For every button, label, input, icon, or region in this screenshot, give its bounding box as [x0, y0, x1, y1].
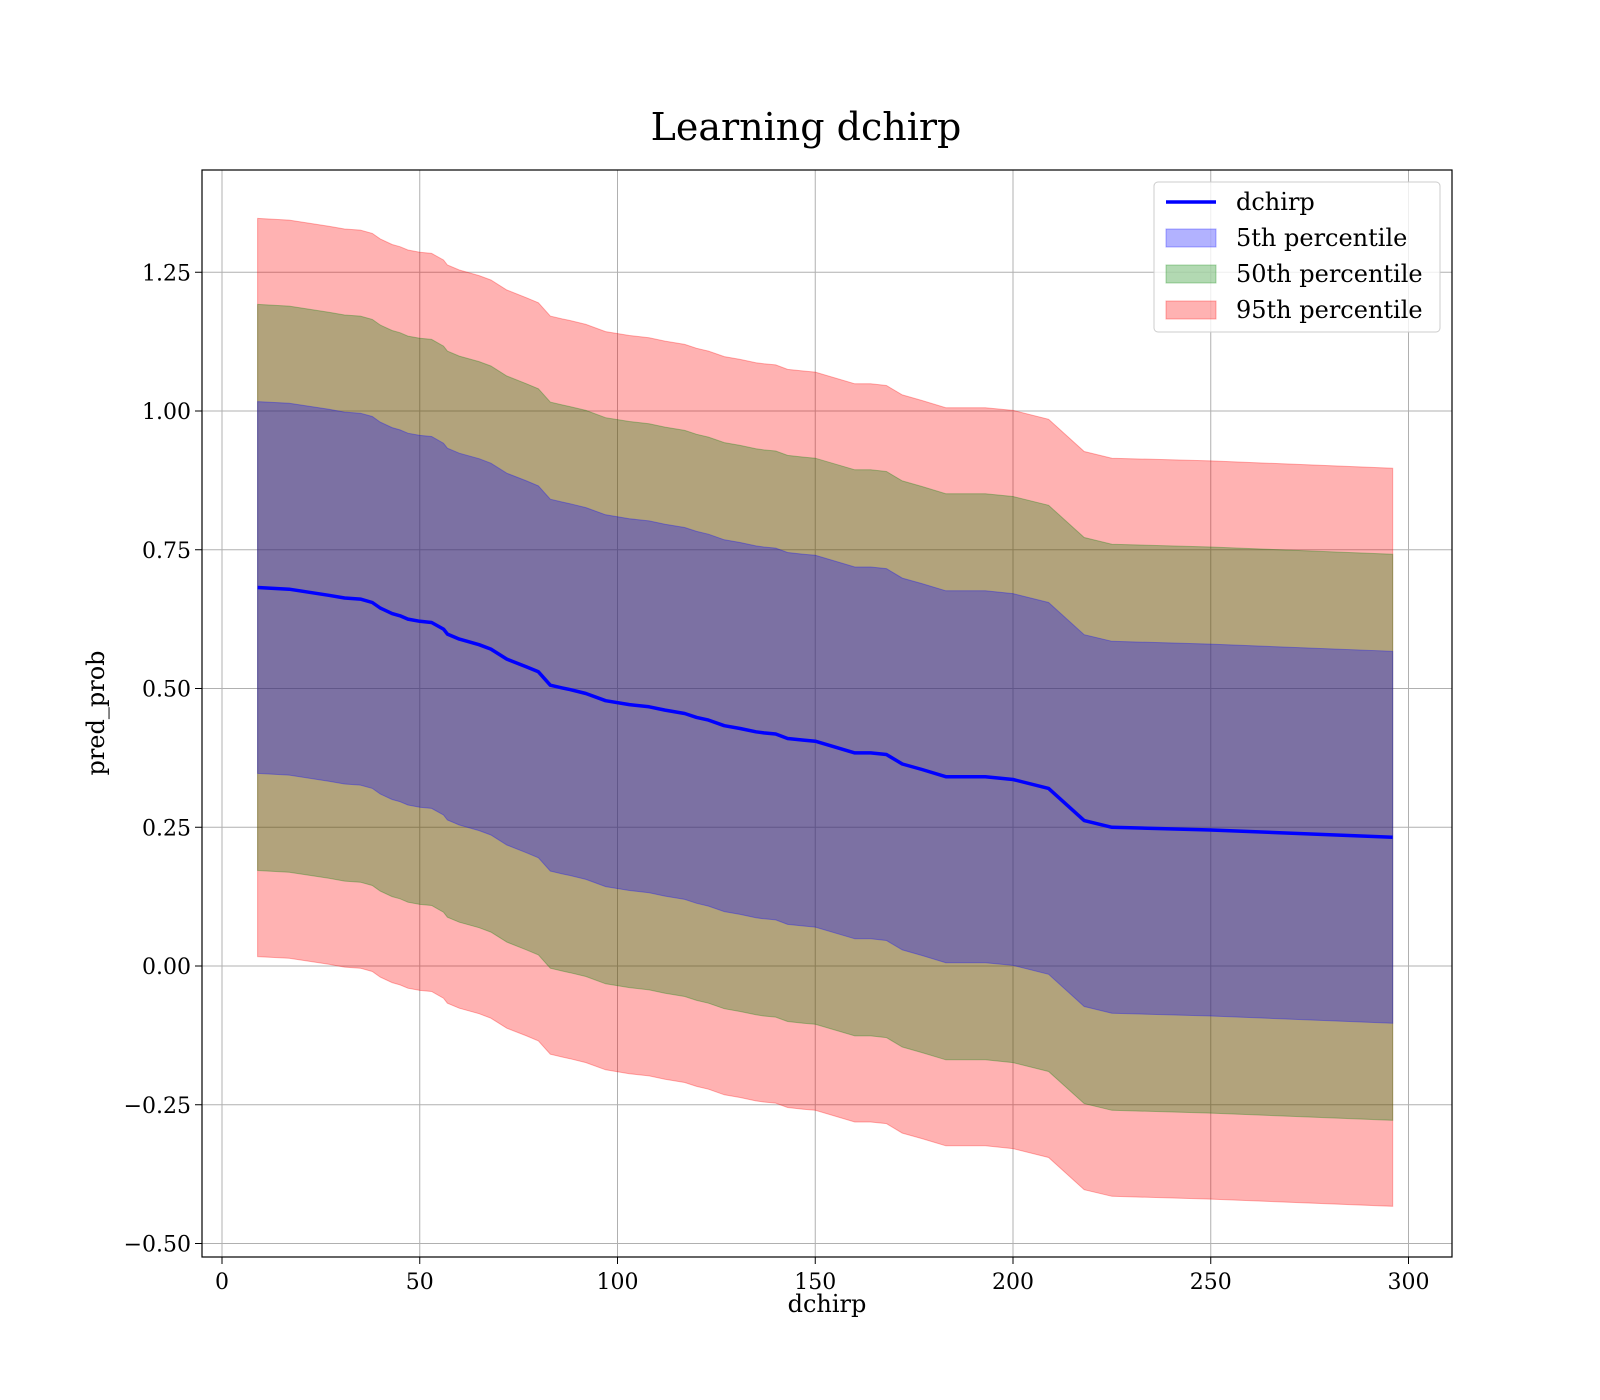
x-axis-label: dchirp	[788, 1290, 867, 1318]
y-tick-label: 0.75	[142, 539, 191, 564]
x-tick-label: 50	[406, 1270, 434, 1295]
legend-swatch-5th	[1165, 228, 1217, 248]
y-tick-label: −0.50	[124, 1233, 191, 1258]
x-tick-label: 250	[1190, 1270, 1232, 1295]
legend-label: dchirp	[1236, 188, 1315, 216]
x-tick-label: 150	[794, 1270, 836, 1295]
legend-swatch-50th	[1165, 264, 1217, 284]
series-lines	[257, 585, 1393, 839]
y-tick-label: 1.25	[142, 261, 191, 286]
legend: dchirp 5th percentile 50th percentile 95th …	[1153, 181, 1441, 333]
y-axis-label: pred_prob	[82, 650, 110, 775]
y-tick-label: −0.25	[124, 1094, 191, 1119]
chart-title: Learning dchirp	[651, 105, 962, 149]
x-tick-label: 0	[215, 1270, 229, 1295]
grid	[202, 170, 1452, 1257]
plot-frame	[201, 169, 1453, 1258]
legend-frame	[1153, 181, 1441, 333]
band-50th	[257, 303, 1394, 1121]
x-axis-ticks: 0 50 100 150 200 250 300	[215, 1257, 1430, 1295]
legend-label: 95th percentile	[1236, 296, 1423, 324]
x-tick-label: 300	[1388, 1270, 1430, 1295]
legend-label: 5th percentile	[1236, 224, 1407, 252]
legend-label: 50th percentile	[1236, 260, 1423, 288]
y-tick-label: 0.25	[142, 816, 191, 841]
band-95th	[257, 217, 1394, 1207]
x-tick-label: 200	[992, 1270, 1034, 1295]
y-tick-label: 1.00	[142, 400, 191, 425]
y-axis-ticks: −0.50 −0.25 0.00 0.25 0.50 0.75 1.00 1.25	[124, 261, 202, 1258]
y-tick-label: 0.50	[142, 678, 191, 703]
series-line-dchirp	[257, 585, 1393, 839]
x-tick-label: 100	[597, 1270, 639, 1295]
legend-swatch-95th	[1165, 300, 1217, 320]
percentile-bands	[257, 217, 1394, 1207]
y-tick-label: 0.00	[142, 955, 191, 980]
band-5th	[257, 401, 1394, 1024]
